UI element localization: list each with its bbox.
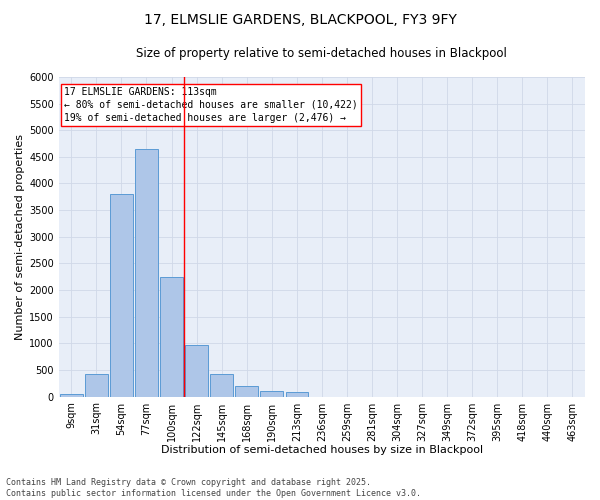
- Bar: [211, 374, 233, 396]
- Bar: [185, 344, 208, 397]
- Text: 17, ELMSLIE GARDENS, BLACKPOOL, FY3 9FY: 17, ELMSLIE GARDENS, BLACKPOOL, FY3 9FY: [143, 12, 457, 26]
- Bar: [160, 276, 183, 396]
- Title: Size of property relative to semi-detached houses in Blackpool: Size of property relative to semi-detach…: [136, 48, 508, 60]
- Bar: [85, 374, 107, 396]
- Bar: [286, 392, 308, 396]
- Bar: [135, 149, 158, 396]
- Text: 17 ELMSLIE GARDENS: 113sqm
← 80% of semi-detached houses are smaller (10,422)
19: 17 ELMSLIE GARDENS: 113sqm ← 80% of semi…: [64, 86, 358, 123]
- Bar: [235, 386, 258, 396]
- X-axis label: Distribution of semi-detached houses by size in Blackpool: Distribution of semi-detached houses by …: [161, 445, 483, 455]
- Bar: [260, 392, 283, 396]
- Y-axis label: Number of semi-detached properties: Number of semi-detached properties: [15, 134, 25, 340]
- Bar: [60, 394, 83, 396]
- Bar: [110, 194, 133, 396]
- Text: Contains HM Land Registry data © Crown copyright and database right 2025.
Contai: Contains HM Land Registry data © Crown c…: [6, 478, 421, 498]
